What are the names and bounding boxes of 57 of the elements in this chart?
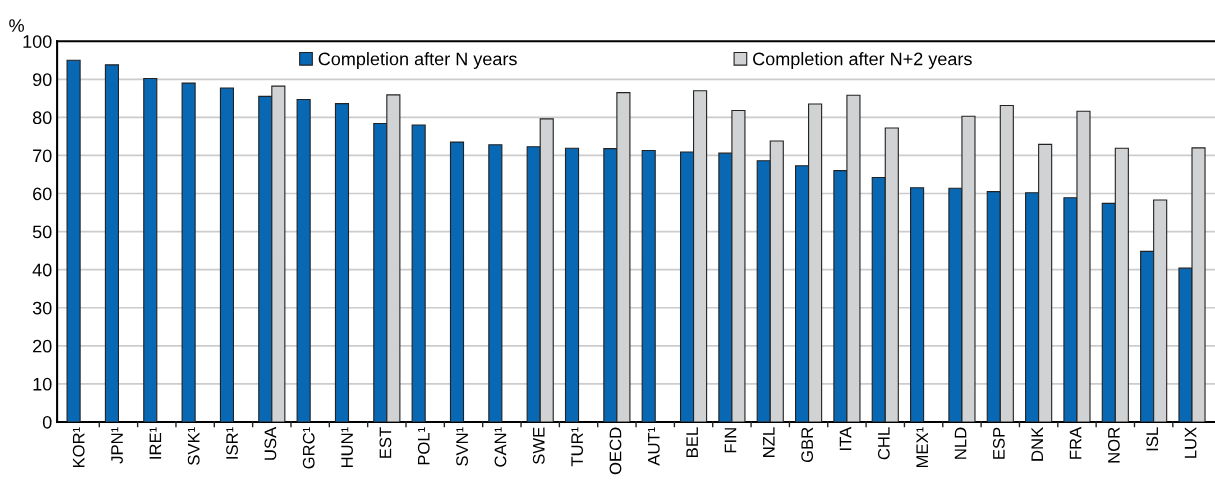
x-tick-label: NLD bbox=[954, 427, 967, 459]
y-tick-label: 60 bbox=[33, 187, 52, 201]
legend-label: Completion after N years bbox=[318, 52, 517, 69]
x-tick-label: POL¹ bbox=[417, 427, 430, 465]
bar bbox=[66, 59, 81, 422]
y-tick-label: 50 bbox=[32, 225, 52, 239]
x-tick-label: SVN¹ bbox=[456, 427, 468, 466]
bar bbox=[334, 103, 350, 422]
x-tick-label: AUT¹ bbox=[648, 427, 660, 466]
y-tick-label: 20 bbox=[33, 339, 52, 353]
bar bbox=[564, 147, 580, 422]
bar bbox=[143, 77, 158, 422]
bar bbox=[181, 82, 196, 422]
bar bbox=[910, 187, 925, 422]
x-tick-label: LUX bbox=[1184, 427, 1197, 458]
x-tick-label: GBR bbox=[801, 427, 814, 463]
bar bbox=[449, 141, 465, 422]
y-tick-label: 10 bbox=[33, 377, 52, 391]
y-tick-label: 0 bbox=[42, 415, 52, 429]
x-tick-label: HUN¹ bbox=[341, 427, 353, 468]
bar bbox=[488, 144, 503, 422]
x-tick-label: ESP bbox=[992, 427, 1005, 459]
x-tick-label: SWE bbox=[532, 427, 545, 465]
x-tick-label: KOR¹ bbox=[72, 427, 85, 468]
bar bbox=[411, 124, 426, 422]
x-tick-label: JPN¹ bbox=[111, 427, 123, 464]
y-tick-label: 100 bbox=[23, 35, 52, 48]
x-tick-label: CAN¹ bbox=[494, 427, 507, 467]
y-axis-title: % bbox=[9, 19, 24, 32]
x-tick-label: MEX¹ bbox=[916, 427, 928, 468]
x-tick-label: SVK¹ bbox=[187, 427, 200, 465]
x-tick-label: NZL bbox=[763, 427, 775, 457]
x-tick-label: DNK bbox=[1031, 427, 1043, 461]
y-tick-label: 90 bbox=[33, 73, 52, 87]
y-tick-label: 80 bbox=[32, 111, 52, 125]
x-tick-label: FIN bbox=[724, 428, 737, 453]
x-tick-label: ISL bbox=[1146, 427, 1159, 451]
x-tick-label: NOR bbox=[1107, 427, 1120, 463]
bar bbox=[219, 87, 235, 422]
x-tick-label: USA bbox=[264, 426, 277, 460]
bar bbox=[104, 64, 120, 422]
x-tick-label: FRA bbox=[1069, 426, 1082, 459]
legend-label: Completion after N+2 years bbox=[753, 52, 972, 69]
x-tick-label: CHL bbox=[877, 427, 890, 460]
bar bbox=[641, 149, 656, 422]
x-tick-label: GRC¹ bbox=[302, 427, 315, 469]
x-tick-label: OECD bbox=[609, 427, 622, 475]
x-tick-label: ITA bbox=[839, 426, 852, 450]
bar bbox=[296, 98, 311, 422]
x-tick-label: IRE¹ bbox=[149, 427, 162, 459]
x-tick-label: ISR¹ bbox=[226, 427, 238, 459]
y-tick-label: 40 bbox=[32, 263, 52, 277]
x-tick-label: EST bbox=[379, 427, 392, 458]
x-tick-label: TUR¹ bbox=[571, 427, 584, 467]
x-tick-label: BEL bbox=[686, 427, 698, 457]
y-tick-label: 70 bbox=[33, 149, 52, 163]
y-tick-label: 30 bbox=[32, 301, 52, 315]
